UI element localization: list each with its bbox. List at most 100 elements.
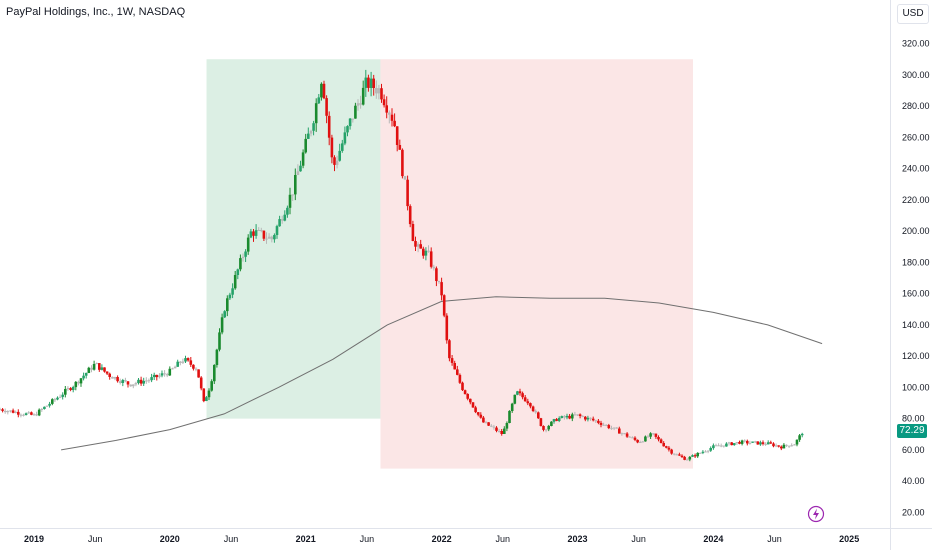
candle-body — [780, 446, 783, 449]
candle-body — [395, 126, 399, 145]
candle-body — [476, 412, 480, 415]
candle-body — [53, 399, 57, 401]
currency-button[interactable]: USD — [897, 4, 929, 24]
candle-body — [189, 360, 193, 365]
candle-body — [24, 413, 28, 415]
time-axis[interactable]: 2019 Jun 2020 Jun 2021 Jun 2022 Jun 2023 Jun 2024 J… — [24, 534, 859, 544]
candle-body — [22, 414, 25, 416]
candle-body — [113, 377, 117, 379]
candle-body — [118, 381, 122, 383]
candle-body — [560, 416, 564, 418]
candle-body — [646, 436, 650, 438]
price-tick-label: 200.00 — [902, 226, 930, 236]
candle-body — [186, 358, 190, 361]
candle-body — [733, 443, 736, 446]
candle-body — [714, 445, 718, 447]
candle-body — [675, 454, 679, 456]
candle-body — [662, 443, 665, 447]
candle-body — [594, 420, 598, 422]
candle-body — [774, 445, 778, 447]
candle-body — [618, 428, 621, 434]
candle-body — [542, 426, 545, 430]
last-price-label: 72.29 — [897, 424, 927, 438]
candle-body — [672, 453, 676, 455]
candle-body — [474, 407, 477, 413]
candle-body — [450, 358, 454, 363]
candle-body — [453, 363, 456, 370]
candle-body — [359, 103, 362, 105]
candle-body — [364, 77, 368, 88]
candle-body — [725, 443, 728, 447]
lightning-bolt-icon[interactable] — [807, 505, 825, 523]
candle-body — [578, 414, 582, 416]
candle-body — [312, 123, 315, 131]
candle-body — [317, 97, 321, 104]
candle-body — [659, 439, 663, 443]
candle-body — [380, 88, 383, 100]
candle-body — [644, 436, 647, 442]
candle-body — [233, 275, 237, 289]
candle-body — [693, 455, 697, 457]
candle-body — [479, 414, 483, 418]
candle-body — [565, 415, 569, 418]
candle-body — [330, 137, 334, 158]
candle-body — [709, 448, 712, 451]
candle-body — [539, 418, 543, 426]
candle-body — [322, 83, 326, 99]
candle-body — [17, 411, 20, 415]
candle-body — [105, 371, 109, 374]
candle-body — [6, 411, 10, 413]
candle-body — [64, 389, 67, 395]
candle-body — [309, 130, 313, 134]
candle-body — [173, 366, 177, 369]
candle-body — [343, 132, 347, 144]
candle-body — [280, 219, 284, 221]
candle-body — [406, 179, 409, 207]
candle-body — [176, 361, 179, 367]
candle-body — [288, 194, 292, 208]
candle-body — [163, 373, 166, 375]
candle-body — [361, 87, 365, 105]
candle-body — [299, 165, 302, 172]
price-tick-label: 100.00 — [902, 382, 930, 392]
candle-body — [654, 433, 658, 437]
candle-body — [48, 403, 51, 406]
candle-body — [503, 428, 506, 434]
candle-body — [66, 388, 70, 390]
candle-body — [205, 397, 208, 401]
price-tick-label: 320.00 — [902, 39, 930, 49]
candle-body — [751, 441, 754, 443]
candle-body — [667, 447, 671, 450]
candle-body — [30, 412, 33, 415]
candle-body — [652, 433, 655, 435]
candle-body — [367, 77, 370, 88]
candle-body — [82, 375, 85, 379]
price-axis[interactable]: 20.00 40.00 60.00 80.00 100.00 120.00 140.00 16… — [902, 39, 930, 518]
candle-body — [320, 83, 323, 98]
candle-body — [390, 114, 394, 121]
candle-body — [134, 383, 138, 385]
candle-body — [375, 88, 378, 94]
candle-body — [168, 368, 172, 376]
candle-body — [147, 380, 151, 382]
candle-body — [3, 410, 7, 413]
candle-body — [291, 194, 294, 196]
candle-body — [124, 380, 127, 382]
candle-body — [463, 390, 467, 395]
candle-body — [267, 236, 271, 239]
candle-body — [678, 454, 681, 456]
candle-body — [782, 444, 786, 449]
candle-body — [628, 436, 631, 438]
candle-body — [354, 105, 357, 119]
candle-body — [351, 118, 355, 120]
price-tick-label: 160.00 — [902, 289, 930, 299]
candles-layer[interactable] — [0, 69, 804, 462]
candle-body — [641, 441, 645, 443]
candle-body — [260, 230, 263, 231]
candle-body — [226, 298, 229, 312]
candle-body — [615, 427, 618, 429]
price-tick-label: 180.00 — [902, 257, 930, 267]
candle-body — [228, 294, 232, 299]
candle-body — [90, 367, 93, 370]
